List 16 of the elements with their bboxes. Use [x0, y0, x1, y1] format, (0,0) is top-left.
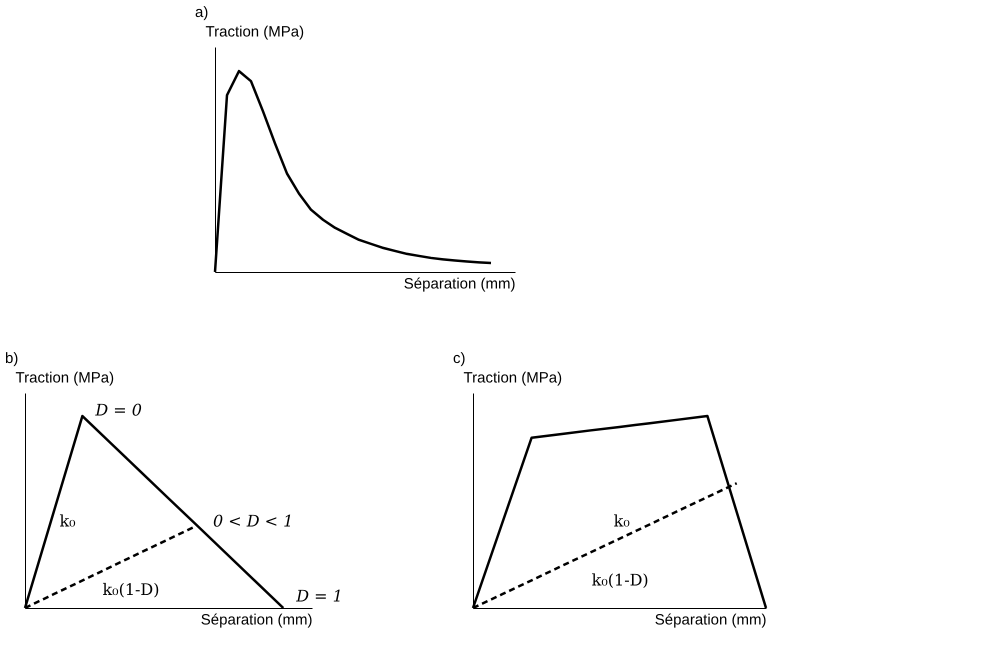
annotation: k₀: [614, 512, 630, 531]
annotation: k₀(1-D): [102, 580, 160, 599]
x-axis-title: Séparation (mm): [654, 612, 767, 628]
annotation: k₀(1-D): [592, 570, 649, 590]
chart-title: a): [195, 4, 208, 21]
y-axis-title: Traction (MPa): [16, 370, 114, 386]
x-axis-title: Séparation (mm): [200, 612, 313, 628]
annotation: D = 1: [295, 586, 343, 606]
x-axis-title: Séparation (mm): [404, 276, 516, 292]
annotation: 0 < D < 1: [212, 512, 294, 531]
annotation: D = 0: [94, 400, 142, 420]
y-axis-title: Traction (MPa): [464, 370, 562, 386]
chart-title: b): [5, 350, 18, 367]
chart-title: c): [453, 350, 466, 367]
annotation: k₀: [59, 512, 76, 531]
y-axis-title: Traction (MPa): [206, 24, 304, 40]
